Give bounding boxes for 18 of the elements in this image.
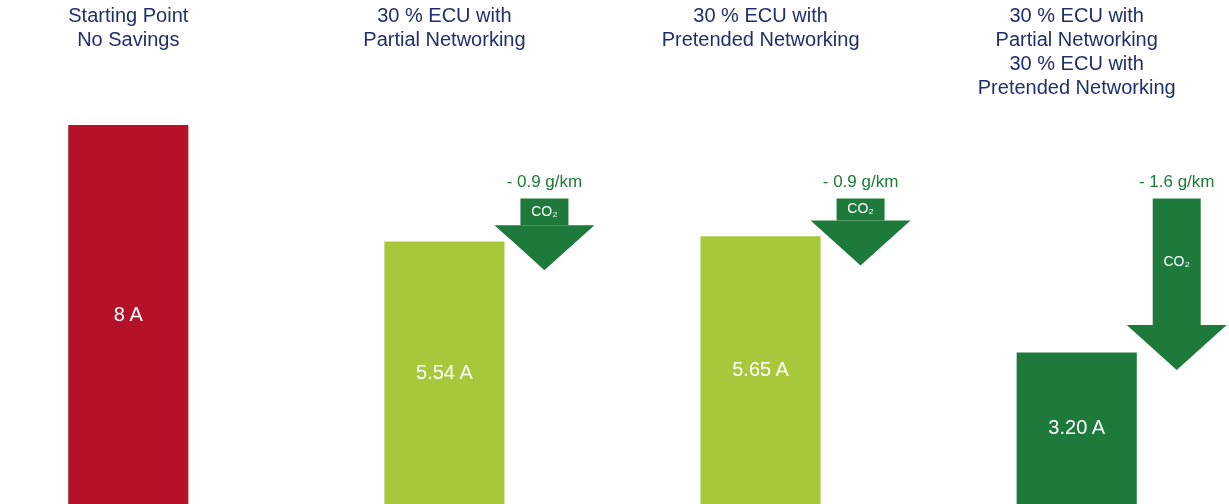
annotation: - 1.6 g/km [1138,171,1215,191]
annotation: CO₂ [1163,252,1190,269]
annotation: - 0.9 g/km [506,171,583,191]
annotation: CO₂ [847,200,874,217]
data-label: 3.20 A [1048,416,1106,439]
annotation: CO₂ [531,202,558,219]
bar [384,241,505,504]
bar [700,236,821,504]
annotation: - 0.9 g/km [822,171,899,191]
x-tick-label: 30 % ECU with Partial Networking 30 % ECU with Pretended Networking [977,3,1176,98]
data-label: 5.54 A [416,360,474,383]
data-label: 8 A [113,302,144,325]
data-label: 5.65 A [732,358,790,381]
x-tick-label: 30 % ECU with Pretended Networking [661,3,860,50]
bar [1016,352,1137,504]
x-tick-label: 30 % ECU with Partial Networking [363,3,526,50]
bar [68,125,189,504]
x-tick-label: Starting Point No Savings [68,3,189,50]
